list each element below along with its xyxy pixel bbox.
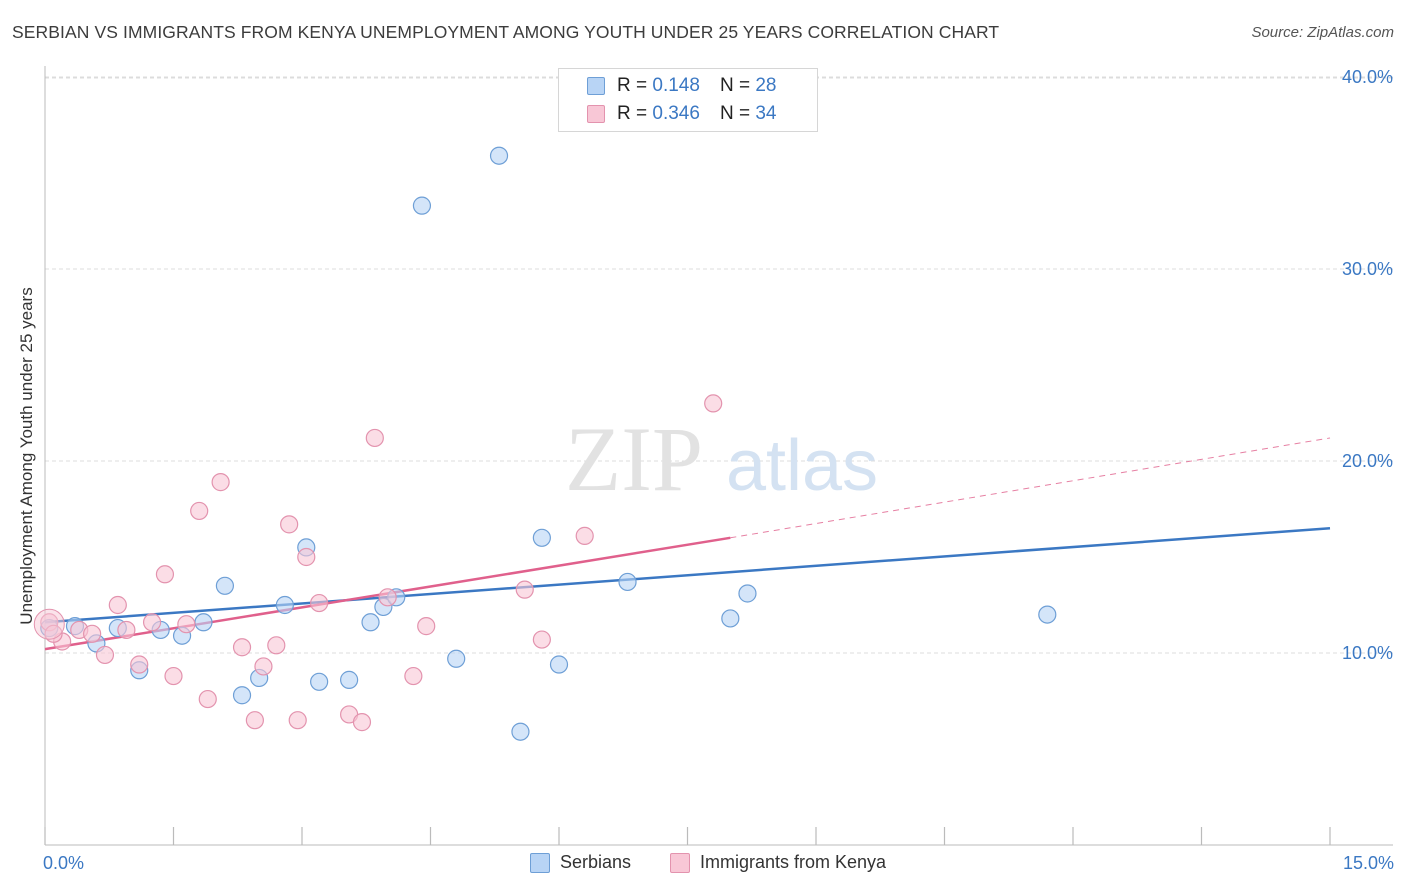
- x-tick-label-min: 0.0%: [43, 853, 85, 873]
- kenya-point: [532, 630, 551, 649]
- y-tick-label: 20.0%: [1342, 451, 1393, 471]
- r-label: R =: [617, 103, 648, 124]
- serbians-point: [532, 528, 551, 547]
- kenya-point: [280, 515, 299, 534]
- kenya-point: [190, 501, 209, 521]
- serbians-point: [275, 595, 294, 615]
- legend-item-kenya: Immigrants from Kenya: [670, 852, 886, 873]
- kenya-point: [365, 428, 384, 448]
- y-tick-label: 30.0%: [1342, 259, 1393, 279]
- n-value: 34: [755, 103, 777, 124]
- kenya-point: [297, 547, 316, 567]
- kenya-point: [83, 624, 102, 643]
- y-tick-labels: 10.0% 20.0% 30.0% 40.0%: [1342, 67, 1393, 663]
- cluster-point: [33, 608, 65, 640]
- x-tick-label-max: 15.0%: [1342, 853, 1394, 873]
- kenya-point: [211, 473, 230, 492]
- kenya-point: [352, 713, 372, 732]
- kenya-point: [245, 711, 264, 730]
- r-label: R =: [617, 75, 648, 96]
- legend-item-serbians: Serbians: [530, 852, 631, 873]
- axes: [44, 66, 1393, 846]
- serbians-swatch: [587, 77, 605, 95]
- kenya-point: [254, 657, 273, 676]
- serbians-point: [738, 584, 757, 603]
- kenya-point: [108, 595, 127, 615]
- kenya-swatch: [670, 852, 690, 873]
- kenya-point: [95, 645, 115, 665]
- serbians-point: [310, 672, 329, 691]
- serbians-point: [340, 670, 359, 689]
- source-label: Source: ZipAtlas.com: [1251, 24, 1394, 41]
- legend-label-serbians: Serbians: [560, 852, 632, 872]
- serbians-point: [361, 613, 380, 632]
- kenya-swatch: [587, 105, 605, 123]
- r-value: 0.346: [652, 103, 700, 124]
- serbians-point: [215, 576, 234, 595]
- serbians-point: [511, 722, 530, 741]
- trend-line-serbians: [44, 526, 1331, 624]
- serbians-point: [489, 146, 509, 165]
- chart-title: SERBIAN VS IMMIGRANTS FROM KENYA UNEMPLO…: [12, 22, 1000, 42]
- legend-row-kenya: R = 0.346 N = 34: [587, 101, 776, 127]
- kenya-point: [130, 655, 149, 674]
- trend-line-kenya-projection: [730, 437, 1331, 539]
- serbians-point: [1038, 605, 1057, 624]
- kenya-point: [177, 615, 196, 634]
- stats-legend: R = 0.148 N = 28 R = 0.346 N = 34: [558, 68, 818, 132]
- y-axis-label: Unemployment Among Youth under 25 years: [17, 287, 36, 625]
- kenya-point: [117, 620, 136, 640]
- kenya-point: [704, 394, 723, 413]
- n-value: 28: [755, 75, 777, 96]
- kenya-point: [142, 613, 162, 632]
- serbians-point: [412, 196, 432, 215]
- kenya-point: [575, 526, 594, 545]
- kenya-point: [288, 711, 307, 730]
- watermark-atlas: atlas: [726, 426, 878, 506]
- n-label: N =: [719, 75, 751, 96]
- legend-row-serbians: R = 0.148 N = 28: [587, 73, 776, 99]
- kenya-point: [404, 666, 423, 686]
- serbians-point: [618, 572, 637, 592]
- series-legend: Serbians Immigrants from Kenya: [0, 852, 1406, 878]
- legend-label-kenya: Immigrants from Kenya: [700, 852, 887, 872]
- kenya-point: [232, 638, 252, 657]
- kenya-point: [155, 565, 175, 584]
- kenya-point: [378, 588, 397, 607]
- serbians-point: [549, 655, 569, 674]
- serbians-point: [232, 686, 252, 705]
- serbians-point: [447, 649, 466, 668]
- y-tick-label: 40.0%: [1342, 67, 1393, 87]
- grid-lines: [45, 76, 1393, 654]
- y-tick-label: 10.0%: [1342, 643, 1393, 663]
- n-label: N =: [719, 103, 751, 124]
- kenya-point: [267, 636, 286, 655]
- serbians-swatch: [530, 852, 550, 873]
- kenya-point: [417, 617, 436, 636]
- kenya-point: [515, 580, 534, 599]
- kenya-point: [310, 593, 329, 613]
- watermark-zip: ZIP: [565, 408, 703, 510]
- serbians-point: [721, 609, 740, 628]
- kenya-point: [198, 689, 217, 709]
- kenya-point: [164, 666, 183, 686]
- serbians-point: [194, 613, 213, 632]
- data-points: [33, 146, 1057, 741]
- r-value: 0.148: [652, 75, 700, 96]
